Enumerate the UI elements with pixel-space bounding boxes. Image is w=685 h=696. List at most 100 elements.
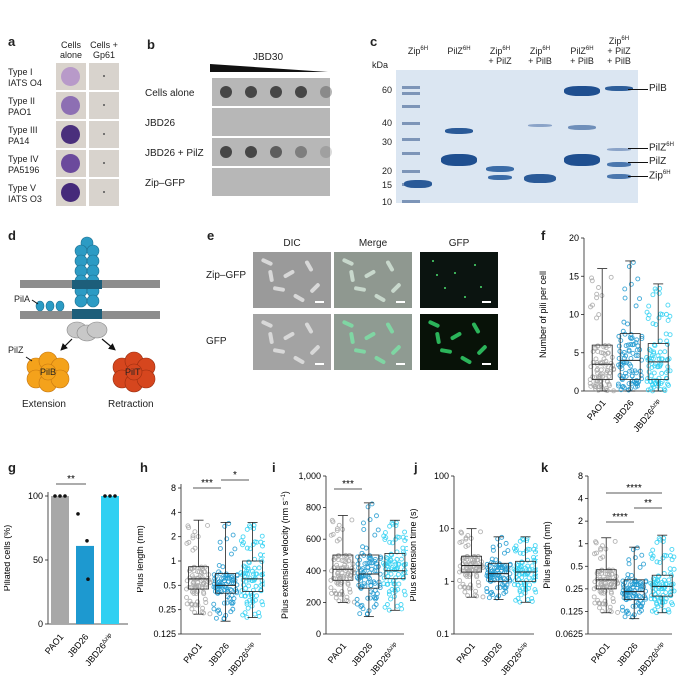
point-0-82 xyxy=(474,574,480,580)
point-2-61 xyxy=(394,556,400,562)
box-0 xyxy=(591,537,621,615)
point-0-36 xyxy=(190,547,196,553)
point-2-70 xyxy=(384,581,390,587)
bar-point-1-1 xyxy=(85,539,89,543)
point-2-2 xyxy=(389,552,395,558)
point-0-81 xyxy=(590,374,596,380)
point-2-24 xyxy=(260,602,265,608)
point-0-69 xyxy=(466,585,472,591)
point-0-69 xyxy=(596,384,602,390)
point-0-18 xyxy=(347,553,352,558)
point-2-20 xyxy=(244,526,250,532)
y-tick-label-1: 0.25 xyxy=(158,605,176,615)
point-2-64 xyxy=(388,596,393,602)
scale-bar-1-1 xyxy=(396,363,405,365)
kda-tick-0: 60 xyxy=(381,85,392,95)
point-1-85 xyxy=(640,600,646,606)
point-2-70 xyxy=(515,582,521,588)
x-label-0: PAO1 xyxy=(181,641,204,665)
point-2-54 xyxy=(653,586,659,592)
point-2-60 xyxy=(249,568,255,574)
point-1-76 xyxy=(217,581,223,587)
point-1-47 xyxy=(211,606,217,612)
point-0-77 xyxy=(184,601,190,607)
focus-4 xyxy=(480,286,482,288)
point-0-47 xyxy=(468,557,474,563)
kda-tick-3: 20 xyxy=(381,166,392,176)
cell-0-2-3 xyxy=(440,286,453,292)
point-0-12 xyxy=(339,591,345,597)
cell-0-1-6 xyxy=(348,269,356,283)
point-2-7 xyxy=(402,529,408,535)
point-0-12 xyxy=(468,585,474,591)
point-0-63 xyxy=(349,517,355,523)
lane-extra-3-0: + PilB xyxy=(528,56,552,66)
band-arrow-0 xyxy=(628,89,648,90)
point-1-57 xyxy=(221,615,227,621)
box-0 xyxy=(328,515,357,605)
cell-1-1-1 xyxy=(363,331,377,341)
point-2-76 xyxy=(514,574,519,580)
protein-band-8 xyxy=(564,154,600,166)
point-0-52 xyxy=(587,380,593,386)
ladder-band-0 xyxy=(402,86,420,89)
box-2 xyxy=(648,534,677,616)
micro-image-1-2 xyxy=(420,314,498,370)
point-2-65 xyxy=(667,566,673,572)
point-2-33 xyxy=(386,591,392,597)
point-2-89 xyxy=(383,561,389,567)
sig-h2-text: * xyxy=(233,470,237,481)
scale-bar-0-2 xyxy=(482,301,491,303)
bar-point-1-2 xyxy=(86,577,90,581)
point-0-89 xyxy=(595,343,600,349)
y-tick-label-3: 1 xyxy=(171,556,176,566)
box-2 xyxy=(511,536,538,605)
protein-band-10 xyxy=(605,86,633,91)
point-0-7 xyxy=(590,348,596,354)
point-0-89 xyxy=(191,564,197,570)
lane-name-0: Zip6H xyxy=(407,46,429,56)
bar-point-2-2 xyxy=(113,494,117,498)
bar-point-0-1 xyxy=(58,494,62,498)
point-0-64 xyxy=(330,531,336,537)
point-2-52 xyxy=(395,586,401,592)
protein-band-11 xyxy=(607,162,631,167)
point-0-49 xyxy=(595,598,601,603)
point-0-69 xyxy=(337,591,343,597)
point-0-59 xyxy=(186,525,192,531)
cell-0-0-3 xyxy=(272,285,286,293)
protein-band-13 xyxy=(607,148,631,151)
lane-label-5: Zip6H + PilZ + PilB xyxy=(597,34,641,66)
point-0-78 xyxy=(470,554,476,560)
bar-point-0-0 xyxy=(53,494,57,498)
point-1-23 xyxy=(623,343,629,349)
point-0-47 xyxy=(602,571,608,577)
point-1-6 xyxy=(374,513,379,519)
point-2-69 xyxy=(246,583,252,589)
point-2-65 xyxy=(663,331,669,337)
point-2-31 xyxy=(659,312,665,317)
point-1-84 xyxy=(491,576,497,582)
point-0-25 xyxy=(335,570,341,576)
point-2-76 xyxy=(383,570,389,576)
point-0-83 xyxy=(466,574,472,580)
y-tick-label-5: 1,000 xyxy=(298,471,321,481)
point-0-63 xyxy=(608,274,614,280)
point-0-36 xyxy=(598,555,604,561)
y-tick-label-0: 0.1 xyxy=(436,629,449,639)
point-1-52 xyxy=(224,586,230,592)
plaque-0-0 xyxy=(220,86,232,98)
micro-col-0: DIC xyxy=(283,238,301,249)
point-2-45 xyxy=(244,545,250,551)
kda-tick-1: 40 xyxy=(381,118,392,128)
point-1-33 xyxy=(629,373,635,379)
plaque-0-3 xyxy=(295,86,307,98)
point-1-69 xyxy=(358,604,364,609)
focus-1 xyxy=(454,272,456,274)
point-1-59 xyxy=(217,546,223,551)
pilin-pool xyxy=(35,300,65,312)
point-2-61 xyxy=(657,349,663,355)
point-1-49 xyxy=(616,356,622,361)
